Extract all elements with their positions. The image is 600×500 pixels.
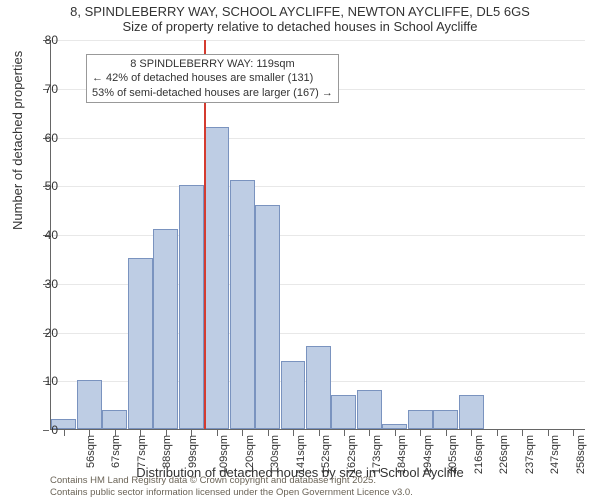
x-tick	[166, 430, 167, 436]
footer-line1: Contains HM Land Registry data © Crown c…	[50, 475, 413, 486]
x-tick	[497, 430, 498, 436]
x-tick	[89, 430, 90, 436]
histogram-bar	[102, 410, 127, 430]
x-tick	[522, 430, 523, 436]
x-tick	[293, 430, 294, 436]
histogram-bar	[230, 180, 255, 429]
footer-line2: Contains public sector information licen…	[50, 487, 413, 498]
histogram-bar	[204, 127, 229, 429]
y-tick-label: 70	[28, 82, 58, 96]
x-tick-label: 88sqm	[161, 435, 173, 468]
x-tick-label: 56sqm	[85, 435, 97, 468]
x-tick	[420, 430, 421, 436]
x-tick	[573, 430, 574, 436]
x-tick	[140, 430, 141, 436]
gridline	[51, 235, 585, 236]
x-tick	[344, 430, 345, 436]
annotation-box: 8 SPINDLEBERRY WAY: 119sqm← 42% of detac…	[86, 54, 339, 103]
histogram-bar	[179, 185, 204, 429]
title-sub: Size of property relative to detached ho…	[0, 19, 600, 34]
plot-area: 56sqm67sqm77sqm88sqm99sqm109sqm120sqm130…	[50, 40, 585, 430]
y-tick-label: 50	[28, 179, 58, 193]
x-tick-label: 99sqm	[187, 435, 199, 468]
y-tick-label: 80	[28, 33, 58, 47]
footer-attribution: Contains HM Land Registry data © Crown c…	[50, 475, 413, 498]
x-tick	[242, 430, 243, 436]
y-tick-label: 10	[28, 374, 58, 388]
annotation-line: 8 SPINDLEBERRY WAY: 119sqm	[92, 57, 333, 71]
x-tick	[369, 430, 370, 436]
histogram-bar	[77, 380, 102, 429]
x-tick	[268, 430, 269, 436]
histogram-bar	[306, 346, 331, 429]
histogram-bar	[408, 410, 433, 430]
histogram-bar	[128, 258, 153, 429]
x-tick	[217, 430, 218, 436]
x-tick	[395, 430, 396, 436]
x-tick	[471, 430, 472, 436]
histogram-bar	[433, 410, 458, 430]
chart-area: 56sqm67sqm77sqm88sqm99sqm109sqm120sqm130…	[50, 40, 585, 430]
x-tick	[115, 430, 116, 436]
y-tick-label: 40	[28, 228, 58, 242]
x-tick-label: 67sqm	[110, 435, 122, 468]
x-tick	[191, 430, 192, 436]
y-tick-label: 30	[28, 277, 58, 291]
histogram-bar	[459, 395, 484, 429]
histogram-bar	[281, 361, 306, 429]
y-tick-label: 0	[28, 423, 58, 437]
y-tick-label: 60	[28, 131, 58, 145]
y-axis-label: Number of detached properties	[10, 51, 25, 230]
x-tick-label: 77sqm	[136, 435, 148, 468]
histogram-bar	[153, 229, 178, 429]
gridline	[51, 40, 585, 41]
x-tick	[446, 430, 447, 436]
gridline	[51, 186, 585, 187]
annotation-line: ← 42% of detached houses are smaller (13…	[92, 71, 333, 85]
histogram-bar	[382, 424, 407, 429]
annotation-line: 53% of semi-detached houses are larger (…	[92, 86, 333, 100]
title-main: 8, SPINDLEBERRY WAY, SCHOOL AYCLIFFE, NE…	[0, 4, 600, 19]
y-tick-label: 20	[28, 326, 58, 340]
histogram-bar	[255, 205, 280, 429]
histogram-bar	[331, 395, 356, 429]
histogram-bar	[357, 390, 382, 429]
x-tick	[319, 430, 320, 436]
gridline	[51, 138, 585, 139]
chart-title-block: 8, SPINDLEBERRY WAY, SCHOOL AYCLIFFE, NE…	[0, 0, 600, 34]
x-tick	[64, 430, 65, 436]
x-tick	[548, 430, 549, 436]
